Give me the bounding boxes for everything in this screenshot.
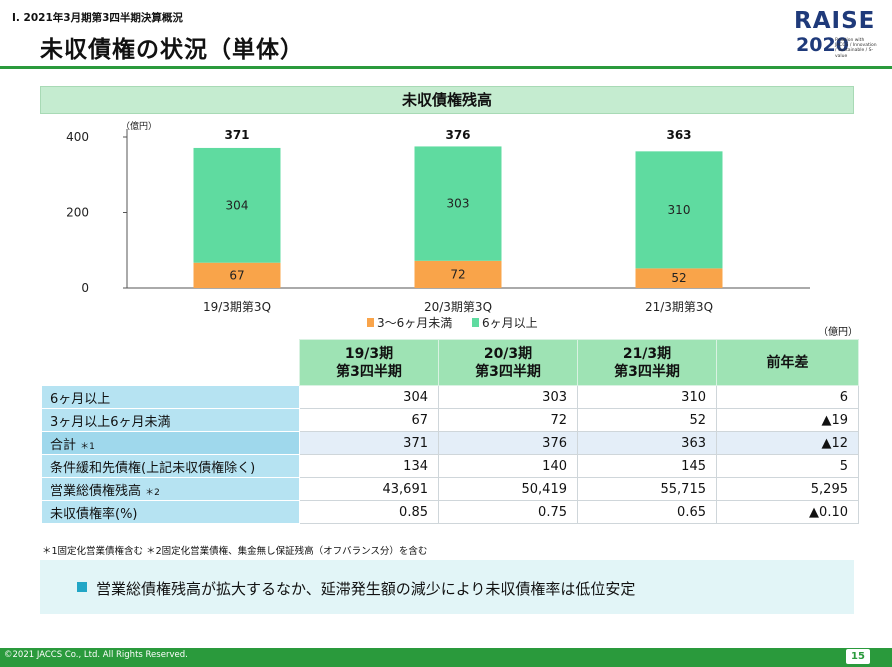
page-number: 15 [846, 649, 870, 664]
chart-section-title: 未収債権残高 [40, 86, 854, 114]
summary-text: 営業総債権残高が拡大するなか、延滞発生額の減少により未収債権率は低位安定 [96, 580, 636, 598]
table-cell: 145 [577, 454, 717, 478]
table-cell: 0.75 [438, 500, 578, 524]
legend-swatch-3-6-months [367, 318, 374, 327]
x-tick-label: 19/3期第3Q [203, 300, 271, 314]
row-label: 3ヶ月以上6ヶ月未満 [41, 408, 300, 432]
table-row: 3ヶ月以上6ヶ月未満 67 72 52 ▲19 [41, 408, 859, 432]
data-label-3-6-months: 72 [450, 267, 465, 281]
table-cell: ▲0.10 [716, 500, 859, 524]
table-cell: 363 [577, 431, 717, 455]
summary-box: 営業総債権残高が拡大するなか、延滞発生額の減少により未収債権率は低位安定 [40, 560, 854, 614]
column-header-fy20: 20/3期 第3四半期 [438, 339, 578, 386]
table-cell: ▲12 [716, 431, 859, 455]
table-row: 営業総債権残高 ＊2 43,691 50,419 55,715 5,295 [41, 477, 859, 501]
table-cell: 0.65 [577, 500, 717, 524]
table-cell: ▲19 [716, 408, 859, 432]
table-cell: 5 [716, 454, 859, 478]
header-divider [0, 66, 892, 69]
table-cell: 310 [577, 385, 717, 409]
table-row: 条件緩和先債権(上記未収債権除く) 134 140 145 5 [41, 454, 859, 478]
legend-label-3-6-months: 3～6ヶ月未満 [377, 316, 452, 330]
table-cell: 43,691 [299, 477, 439, 501]
table-cell: 0.85 [299, 500, 439, 524]
bar-segment-6-months-plus [414, 146, 502, 261]
row-note: ＊1 [80, 441, 95, 452]
data-label-6-months-plus: 304 [226, 198, 249, 212]
data-label-6-months-plus: 310 [668, 203, 691, 217]
footer-bar: ©2021 JACCS Co., Ltd. All Rights Reserve… [0, 648, 892, 667]
row-note: ＊2 [145, 487, 160, 498]
data-label-6-months-plus: 303 [447, 197, 470, 211]
logo-text-year: 2020 [796, 34, 849, 56]
table-cell: 304 [299, 385, 439, 409]
column-header-yoy: 前年差 [716, 339, 859, 386]
raise-2020-logo: RAISE 2020 Relation with JACCS / Innovat… [790, 10, 882, 66]
bar-segment-3-6-months [414, 260, 502, 288]
table-row: 未収債権率(%) 0.85 0.75 0.65 ▲0.10 [41, 500, 859, 524]
receivables-stacked-bar-chart: 0 200 400 （億円） 67 304 371 19/3期第3Q 72 303 376 20/3期… [66, 120, 810, 330]
row-label: 6ヶ月以上 [41, 385, 300, 409]
legend-swatch-6-months-plus [472, 318, 479, 327]
copyright-text: ©2021 JACCS Co., Ltd. All Rights Reserve… [4, 650, 188, 660]
data-label-total: 376 [445, 128, 470, 142]
table-cell: 55,715 [577, 477, 717, 501]
column-header-fy19: 19/3期 第3四半期 [299, 339, 439, 386]
table-cell: 72 [438, 408, 578, 432]
row-label: 営業総債権残高 ＊2 [41, 477, 300, 501]
table-cell: 134 [299, 454, 439, 478]
bar-segment-3-6-months [635, 268, 723, 288]
x-tick-label: 21/3期第3Q [645, 300, 713, 314]
y-axis-unit-label: （億円） [121, 120, 157, 132]
table-row: 6ヶ月以上 304 303 310 6 [41, 385, 859, 409]
data-label-3-6-months: 67 [229, 268, 244, 282]
bar-segment-6-months-plus [193, 147, 281, 263]
footnote: ＊1固定化営業債権含む ＊2固定化営業債権、集金無し保証残高（オフバランス分）を… [42, 546, 428, 557]
data-label-total: 371 [224, 128, 249, 142]
legend-label-6-months-plus: 6ヶ月以上 [482, 316, 538, 330]
table-cell: 140 [438, 454, 578, 478]
y-tick-label: 0 [81, 281, 89, 295]
data-label-total: 363 [666, 128, 691, 142]
table-cell: 67 [299, 408, 439, 432]
table-cell: 376 [438, 431, 578, 455]
row-label: 条件緩和先債権(上記未収債権除く) [41, 454, 300, 478]
logo-tagline: Relation with JACCS / Innovation / Susta… [835, 38, 877, 59]
table-row-total: 合計 ＊1 371 376 363 ▲12 [41, 431, 859, 455]
x-tick-label: 20/3期第3Q [424, 300, 492, 314]
table-cell: 52 [577, 408, 717, 432]
row-label: 未収債権率(%) [41, 500, 300, 524]
table-cell: 5,295 [716, 477, 859, 501]
row-label: 合計 ＊1 [41, 431, 300, 455]
table-cell: 6 [716, 385, 859, 409]
table-unit-label: （億円） [818, 327, 858, 338]
data-label-3-6-months: 52 [671, 271, 686, 285]
bar-segment-6-months-plus [635, 151, 723, 269]
y-tick-label: 200 [66, 206, 89, 220]
receivables-table: 19/3期 第3四半期 20/3期 第3四半期 21/3期 第3四半期 前年差 6ヶ月… [41, 339, 859, 524]
bar-segment-3-6-months [193, 262, 281, 288]
y-tick-label: 400 [66, 130, 89, 144]
table-cell: 50,419 [438, 477, 578, 501]
column-header-fy21: 21/3期 第3四半期 [577, 339, 717, 386]
logo-text-raise: RAISE [794, 8, 876, 34]
table-corner [41, 339, 300, 386]
bullet-square-icon [77, 582, 87, 592]
section-subtitle: Ⅰ. 2021年3月期第3四半期決算概況 [12, 12, 183, 24]
table-cell: 371 [299, 431, 439, 455]
page-title: 未収債権の状況（単体） [40, 37, 304, 63]
table-cell: 303 [438, 385, 578, 409]
